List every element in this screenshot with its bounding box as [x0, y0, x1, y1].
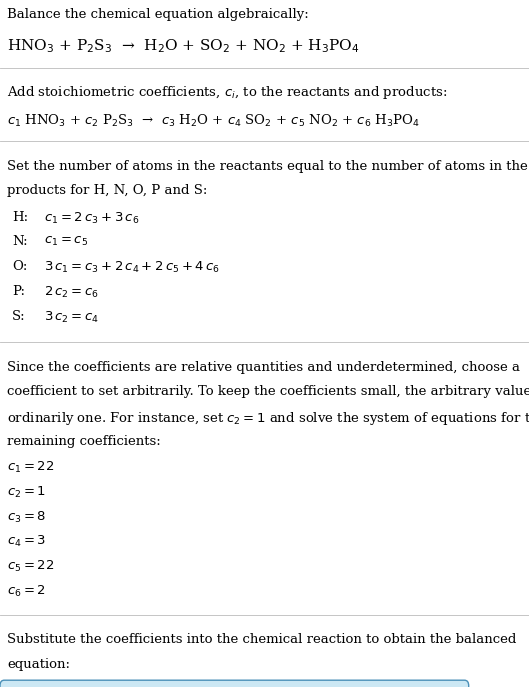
Text: $2\,c_2 = c_6$: $2\,c_2 = c_6$: [44, 285, 99, 300]
Text: $c_1 = 22$: $c_1 = 22$: [7, 460, 54, 475]
Text: $3\,c_1 = c_3 + 2\,c_4 + 2\,c_5 + 4\,c_6$: $3\,c_1 = c_3 + 2\,c_4 + 2\,c_5 + 4\,c_6…: [44, 260, 220, 275]
Text: Substitute the coefficients into the chemical reaction to obtain the balanced: Substitute the coefficients into the che…: [7, 633, 516, 646]
FancyBboxPatch shape: [0, 680, 469, 687]
Text: $c_1 = c_5$: $c_1 = c_5$: [44, 236, 88, 249]
Text: ordinarily one. For instance, set $c_2 = 1$ and solve the system of equations fo: ordinarily one. For instance, set $c_2 =…: [7, 410, 529, 427]
Text: coefficient to set arbitrarily. To keep the coefficients small, the arbitrary va: coefficient to set arbitrarily. To keep …: [7, 385, 529, 398]
Text: N:: N:: [12, 236, 28, 249]
Text: remaining coefficients:: remaining coefficients:: [7, 435, 161, 448]
Text: Balance the chemical equation algebraically:: Balance the chemical equation algebraica…: [7, 8, 308, 21]
Text: $c_1 = 2\,c_3 + 3\,c_6$: $c_1 = 2\,c_3 + 3\,c_6$: [44, 211, 139, 225]
Text: Set the number of atoms in the reactants equal to the number of atoms in the: Set the number of atoms in the reactants…: [7, 159, 527, 172]
Text: $3\,c_2 = c_4$: $3\,c_2 = c_4$: [44, 310, 99, 325]
Text: Add stoichiometric coefficients, $c_i$, to the reactants and products:: Add stoichiometric coefficients, $c_i$, …: [7, 84, 447, 101]
Text: H:: H:: [12, 211, 28, 223]
Text: $c_2 = 1$: $c_2 = 1$: [7, 485, 46, 499]
Text: S:: S:: [12, 310, 26, 323]
Text: P:: P:: [12, 285, 25, 298]
Text: $c_5 = 22$: $c_5 = 22$: [7, 559, 54, 574]
Text: products for H, N, O, P and S:: products for H, N, O, P and S:: [7, 185, 207, 197]
Text: $c_3 = 8$: $c_3 = 8$: [7, 510, 46, 525]
Text: $c_4 = 3$: $c_4 = 3$: [7, 534, 46, 550]
Text: equation:: equation:: [7, 658, 70, 671]
Text: O:: O:: [12, 260, 28, 273]
Text: $c_6 = 2$: $c_6 = 2$: [7, 584, 46, 599]
Text: $c_1$ HNO$_3$ + $c_2$ P$_2$S$_3$  →  $c_3$ H$_2$O + $c_4$ SO$_2$ + $c_5$ NO$_2$ : $c_1$ HNO$_3$ + $c_2$ P$_2$S$_3$ → $c_3$…: [7, 113, 419, 128]
Text: HNO$_3$ + P$_2$S$_3$  →  H$_2$O + SO$_2$ + NO$_2$ + H$_3$PO$_4$: HNO$_3$ + P$_2$S$_3$ → H$_2$O + SO$_2$ +…: [7, 37, 360, 55]
Text: Since the coefficients are relative quantities and underdetermined, choose a: Since the coefficients are relative quan…: [7, 361, 520, 374]
